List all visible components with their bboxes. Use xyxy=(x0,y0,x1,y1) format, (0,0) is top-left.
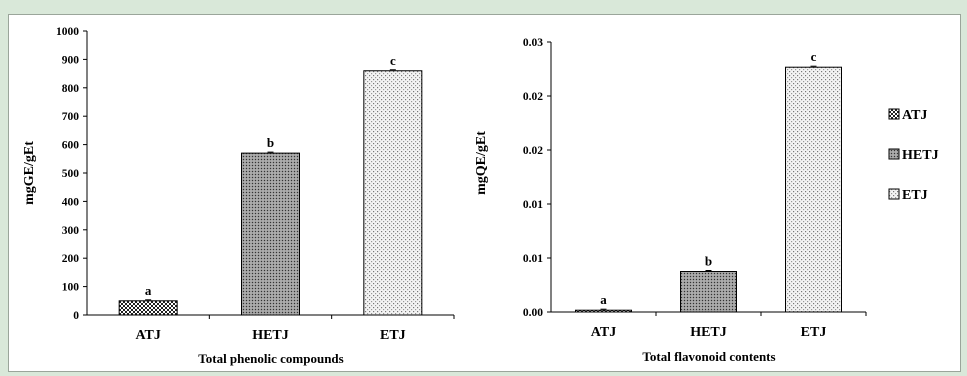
y-tick-label: 0.02 xyxy=(523,91,543,103)
x-tick-label: ATJ xyxy=(591,325,616,340)
legend-label: ETJ xyxy=(902,188,928,203)
y-tick-label: 200 xyxy=(62,253,80,265)
y-tick-label: 700 xyxy=(62,111,80,123)
y-axis-label: mgQE/gEt xyxy=(474,131,489,195)
phenolic-chart: 0 100 200 300 400 500 600 700 800 900 1000 a b c ATJ… xyxy=(22,26,455,366)
y-tick-label: 0 xyxy=(73,310,79,322)
x-axis-label: Total phenolic compounds xyxy=(198,351,343,366)
y-tick-label: 900 xyxy=(62,54,80,66)
bar-atj xyxy=(118,300,178,316)
bars: a b c xyxy=(118,53,423,316)
y-tick-label: 300 xyxy=(62,225,80,237)
x-tick-label: HETJ xyxy=(252,328,289,343)
significance-label: b xyxy=(705,254,712,269)
bar-hetj xyxy=(680,271,737,313)
y-tick-label: 400 xyxy=(62,196,80,208)
y-tick-label: 100 xyxy=(62,282,80,294)
significance-label: a xyxy=(600,292,607,307)
x-tick-labels: ATJ HETJ ETJ xyxy=(135,315,455,343)
legend-swatch xyxy=(888,108,900,120)
x-tick-label: ETJ xyxy=(801,325,827,340)
y-tick-labels: 0.00 0.01 0.01 0.02 0.02 0.03 xyxy=(523,37,551,319)
y-tick-label: 0.00 xyxy=(523,307,543,319)
y-tick-labels: 0 100 200 300 400 500 600 700 800 900 1000 xyxy=(56,26,87,322)
y-tick-label: 500 xyxy=(62,168,80,180)
figure-svg: 0 100 200 300 400 500 600 700 800 900 1000 a b c ATJ… xyxy=(22,26,939,366)
significance-label: a xyxy=(145,283,152,298)
x-tick-label: ETJ xyxy=(380,328,406,343)
bar-atj xyxy=(575,309,632,313)
legend-label: ATJ xyxy=(902,108,927,123)
y-tick-label: 0.03 xyxy=(523,37,543,49)
figure-panel: 0 100 200 300 400 500 600 700 800 900 1000 a b c ATJ… xyxy=(8,14,961,372)
y-tick-label: 800 xyxy=(62,83,80,95)
legend-swatch xyxy=(888,148,900,160)
significance-label: b xyxy=(267,135,274,150)
x-tick-label: HETJ xyxy=(690,325,727,340)
flavonoid-chart: 0.000.010.010.020.020.03 abc ATJ HETJ ETJ … xyxy=(474,37,867,364)
bar-etj xyxy=(363,70,423,316)
y-tick-label: 0.02 xyxy=(523,145,543,157)
bar-etj xyxy=(785,66,842,313)
legend-label: HETJ xyxy=(902,148,939,163)
y-tick-label: 0.01 xyxy=(523,199,543,211)
y-tick-label: 1000 xyxy=(56,26,79,38)
x-axis-label: Total flavonoid contents xyxy=(642,349,775,364)
y-tick-label: 0.01 xyxy=(523,253,543,265)
x-tick-label: ATJ xyxy=(135,328,160,343)
significance-label: c xyxy=(811,49,817,64)
y-tick-label: 600 xyxy=(62,140,80,152)
significance-label: c xyxy=(390,53,396,68)
x-tick-labels: ATJ HETJ ETJ xyxy=(591,312,867,340)
legend: ATJ HETJ ETJ xyxy=(888,108,939,203)
bars: a b c xyxy=(575,49,842,313)
bar-hetj xyxy=(241,152,300,316)
legend-swatch xyxy=(888,188,900,200)
y-axis-label: mgGE/gEt xyxy=(22,141,37,205)
